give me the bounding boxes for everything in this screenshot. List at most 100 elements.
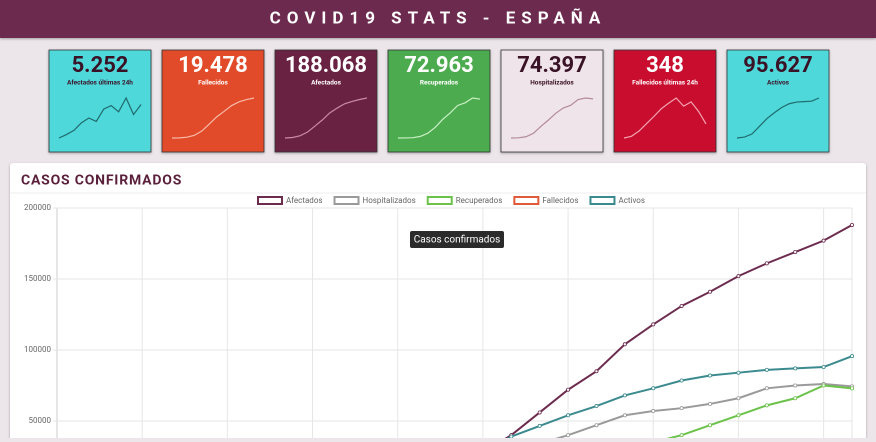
- chart-title: CASOS CONFIRMADOS: [21, 173, 182, 189]
- series-line: [506, 355, 853, 438]
- tooltip-box: [410, 231, 504, 248]
- data-point: [821, 383, 826, 388]
- data-point: [793, 366, 798, 371]
- data-point: [679, 378, 684, 383]
- tooltip: Casos confirmados: [410, 231, 504, 248]
- legend-swatch: [513, 196, 540, 205]
- data-point: [651, 322, 656, 327]
- data-point: [537, 410, 542, 415]
- card-label: Afectados: [311, 79, 342, 87]
- data-point: [651, 409, 656, 414]
- card-label: Hospitalizados: [530, 79, 574, 87]
- data-point: [651, 386, 656, 391]
- data-point: [679, 433, 684, 438]
- sparkline: [171, 97, 255, 139]
- data-point: [594, 404, 599, 409]
- data-point: [594, 423, 599, 428]
- legend-swatch: [257, 196, 283, 205]
- legend-label: Recuperados: [456, 196, 503, 205]
- card-label: Fallecidos últimas 24h: [632, 79, 698, 87]
- data-point: [736, 413, 741, 418]
- data-point: [821, 365, 826, 370]
- sparkline: [736, 97, 820, 139]
- series-area: [504, 222, 855, 438]
- legend-label: Fallecidos: [542, 196, 578, 205]
- card-bg: [274, 49, 378, 153]
- data-point: [821, 238, 826, 243]
- series-line: [555, 383, 853, 438]
- data-point: [736, 370, 741, 375]
- data-point: [622, 342, 627, 347]
- card-value: 5.252: [72, 53, 129, 78]
- legend-label: Hospitalizados: [363, 196, 416, 205]
- header-bar: [0, 0, 876, 38]
- card-bg: [613, 49, 717, 153]
- header-title: COVID19 STATS - ESPAÑA: [270, 7, 607, 28]
- tooltip-text: Casos confirmados: [414, 234, 501, 246]
- card-bg: [387, 49, 491, 153]
- data-point: [566, 387, 571, 392]
- data-point: [736, 396, 741, 401]
- data-point: [708, 289, 713, 294]
- card-label: Afectados últimas 24h: [67, 79, 133, 87]
- data-point: [793, 396, 798, 401]
- data-point: [793, 250, 798, 255]
- data-point: [509, 434, 514, 438]
- card-value: 188.068: [285, 53, 367, 78]
- chart-panel: [10, 163, 866, 442]
- data-point: [764, 261, 769, 266]
- sparkline: [623, 97, 707, 139]
- data-point: [764, 367, 769, 372]
- data-point: [736, 274, 741, 279]
- card-value: 95.627: [743, 53, 813, 78]
- data-point: [708, 423, 713, 428]
- card-bg: [500, 49, 604, 153]
- card-label: Fallecidos: [198, 79, 228, 87]
- data-point: [764, 386, 769, 391]
- legend-label: Activos: [618, 196, 644, 205]
- card-bg: [161, 49, 265, 153]
- legend-swatch: [426, 196, 453, 205]
- data-point: [566, 433, 571, 438]
- y-tick-label: 50000: [29, 416, 52, 425]
- data-point: [679, 303, 684, 308]
- y-tick-label: 200000: [24, 203, 51, 212]
- sparkline: [284, 97, 368, 139]
- sparkline: [397, 97, 481, 139]
- data-point: [708, 401, 713, 406]
- card-label: Activos: [767, 79, 790, 87]
- sparkline: [510, 97, 594, 139]
- card-label: Recuperados: [420, 79, 459, 87]
- data-point: [622, 413, 627, 418]
- series-line: [504, 224, 853, 438]
- card-value: 74.397: [517, 53, 587, 78]
- y-tick-label: 100000: [24, 345, 51, 354]
- data-point: [850, 386, 855, 391]
- data-point: [850, 222, 855, 227]
- series-line: [666, 384, 853, 438]
- data-point: [594, 369, 599, 374]
- legend-label: Afectados: [286, 196, 323, 205]
- card-value: 72.963: [404, 53, 474, 78]
- legend-swatch: [589, 196, 616, 205]
- data-point: [679, 406, 684, 411]
- data-point: [850, 354, 855, 359]
- plot: 50000 100000 150000 200000 Afectados Hospital…: [24, 196, 855, 438]
- data-point: [622, 393, 627, 398]
- sparkline: [58, 96, 142, 139]
- card-value: 19.478: [178, 53, 248, 78]
- legend-swatch: [333, 196, 360, 205]
- card-value: 348: [646, 53, 684, 78]
- data-point: [566, 413, 571, 418]
- data-point: [793, 383, 798, 388]
